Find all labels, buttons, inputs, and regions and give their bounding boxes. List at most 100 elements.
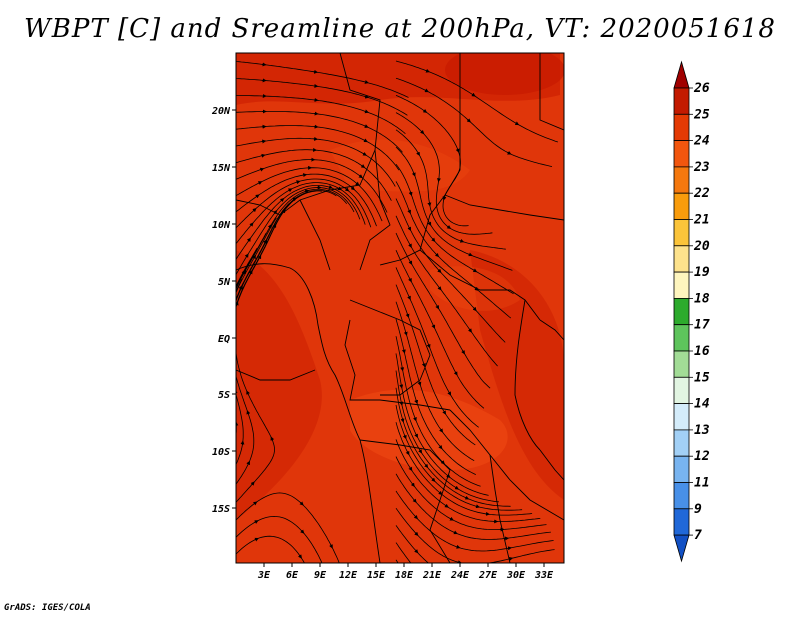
streamline-arrow	[408, 243, 412, 248]
streamline-arrow	[225, 320, 226, 323]
lon-tick-label: 12E	[339, 570, 358, 581]
streamlines	[225, 60, 559, 563]
streamline-arrow	[292, 197, 297, 202]
longitude-axis: 3E 6E 9E 12E 15E 18E 21E 24E 27E 30E 33E	[257, 563, 554, 581]
streamline-arrow	[507, 150, 512, 155]
colorbar-segment	[673, 219, 690, 247]
streamline-arrow	[407, 295, 411, 301]
streamline-arrow	[472, 268, 478, 273]
streamline-arrow	[233, 362, 234, 365]
streamline-arrow	[238, 285, 243, 290]
lat-tick-label: 15N	[212, 163, 231, 174]
streamline	[236, 217, 277, 294]
streamline-arrow	[459, 238, 465, 243]
streamline	[236, 173, 377, 227]
streamline	[395, 163, 514, 295]
lon-tick-label: 24E	[450, 570, 470, 581]
streamline-arrow	[355, 181, 360, 186]
streamline-arrow	[412, 498, 417, 503]
colorbar-label: 15	[694, 370, 710, 385]
streamline	[236, 515, 323, 563]
streamline-arrow	[300, 529, 305, 534]
colorbar-segment	[673, 350, 690, 378]
streamline-arrow	[438, 444, 443, 450]
streamline-arrow	[364, 124, 369, 128]
colorbar-segment	[673, 113, 690, 142]
colorbar-label: 19	[694, 265, 710, 280]
streamline	[236, 149, 392, 201]
streamline-arrow	[414, 433, 418, 438]
streamline-arrow	[461, 350, 465, 355]
streamline-arrow	[364, 80, 369, 84]
streamline-arrow	[444, 503, 449, 508]
colorbar-segment	[673, 324, 690, 352]
streamline	[395, 525, 429, 563]
streamline	[236, 111, 403, 153]
streamline-arrow	[403, 331, 408, 336]
streamline-arrow	[421, 362, 426, 368]
streamline-arrow	[408, 277, 412, 283]
streamline-arrow	[414, 549, 419, 554]
lat-tick-label: 15S	[212, 504, 230, 515]
colorbar-label: 21	[693, 213, 710, 228]
streamline	[395, 387, 511, 507]
streamline-arrow	[259, 167, 265, 172]
streamline	[395, 353, 489, 496]
streamline	[236, 296, 244, 466]
colorbar-segment	[673, 429, 690, 457]
streamline	[236, 190, 337, 303]
streamline	[395, 336, 481, 487]
colorbar-label: 18	[694, 291, 710, 306]
streamline-arrow	[267, 224, 272, 229]
streamline-arrow	[424, 463, 429, 469]
lat-tick-label: 5S	[218, 390, 230, 401]
colorbar-label: 16	[694, 344, 710, 359]
lat-tick-label: 20N	[211, 106, 231, 117]
streamline	[395, 60, 559, 143]
lon-tick-label: 15E	[367, 570, 386, 581]
streamline-arrow	[364, 94, 370, 99]
colorbar-segment	[673, 245, 690, 273]
streamline-arrow	[232, 320, 233, 323]
streamline-arrow	[418, 449, 423, 454]
colorbar-top-triangle	[673, 60, 690, 89]
streamline-arrow	[402, 434, 407, 440]
streamline-arrow	[231, 303, 232, 306]
streamline-arrow	[246, 237, 251, 242]
streamline-arrow	[426, 343, 431, 349]
streamline-arrow	[422, 108, 428, 113]
streamline-arrow	[257, 181, 263, 185]
streamline-arrow	[364, 109, 369, 114]
streamline-arrow	[424, 88, 429, 93]
streamline-arrow	[449, 516, 454, 521]
streamline-arrow	[246, 410, 251, 415]
colorbar-label: 11	[694, 476, 710, 491]
colorbar-segment	[673, 482, 690, 510]
streamline-arrow	[431, 324, 436, 329]
streamline-arrow	[514, 121, 520, 126]
streamline-arrow	[408, 466, 413, 472]
country-borders	[236, 53, 564, 563]
streamline-arrow	[344, 187, 350, 192]
streamline-arrow	[299, 501, 304, 506]
lon-tick-label: 21E	[422, 570, 442, 581]
streamline-arrow	[464, 495, 470, 500]
colorbar-label: 23	[693, 160, 710, 175]
streamline	[395, 318, 476, 475]
streamline	[395, 542, 412, 563]
streamline	[395, 439, 541, 522]
colorbar-label: 25	[693, 107, 710, 122]
wbpt-field	[236, 53, 564, 563]
lat-tick-label: 10S	[212, 447, 230, 458]
lon-tick-label: 27E	[478, 570, 498, 581]
streamline-arrow	[250, 481, 255, 486]
colorbar-segment	[673, 403, 690, 431]
streamline-arrow	[227, 372, 228, 375]
streamline-arrow	[437, 286, 442, 291]
streamline-arrow	[411, 172, 416, 177]
streamline-arrow	[304, 189, 310, 194]
streamline-arrow	[257, 254, 262, 260]
colorbar-label: 14	[694, 397, 710, 412]
streamline	[236, 203, 290, 301]
streamline-arrow	[416, 151, 420, 157]
